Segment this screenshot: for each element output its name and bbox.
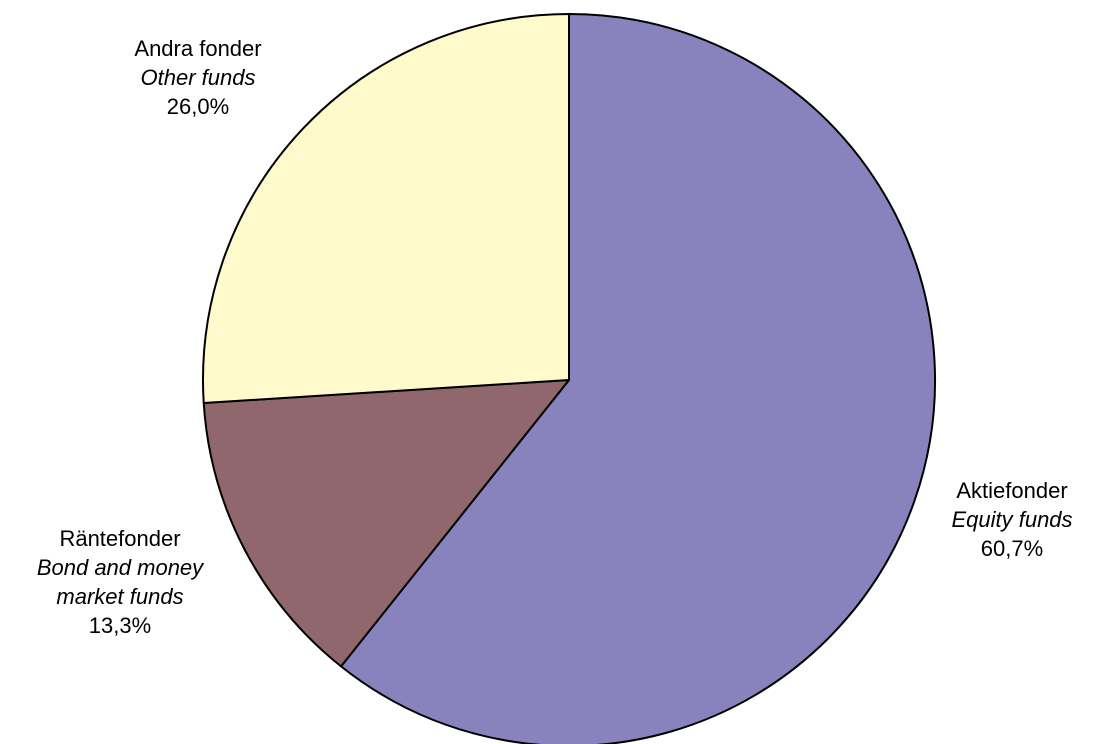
label-bond-funds-value: 13,3% (88, 613, 152, 638)
pie-slice-equity-funds (340, 13, 936, 744)
label-other-funds-value: 26,0% (166, 94, 230, 119)
label-bond-funds-sv: Räntefonder (59, 526, 181, 551)
label-bond-and-money-market-funds: Räntefonder Bond and money market funds … (37, 524, 203, 640)
label-bond-funds-en-line2: market funds (56, 584, 184, 609)
label-other-funds: Andra fonder Other funds 26,0% (134, 34, 261, 121)
label-other-funds-en: Other funds (140, 65, 256, 90)
label-equity-funds-en: Equity funds (951, 507, 1073, 532)
pie-slice-other-funds (202, 13, 570, 404)
label-other-funds-sv: Andra fonder (134, 36, 262, 61)
label-equity-funds-sv: Aktiefonder (956, 478, 1068, 503)
label-equity-funds-value: 60,7% (980, 536, 1044, 561)
pie-slice-bond-and-money-market-funds (202, 379, 570, 668)
label-equity-funds: Aktiefonder Equity funds 60,7% (951, 476, 1072, 563)
label-bond-funds-en-line1: Bond and money (36, 555, 204, 580)
